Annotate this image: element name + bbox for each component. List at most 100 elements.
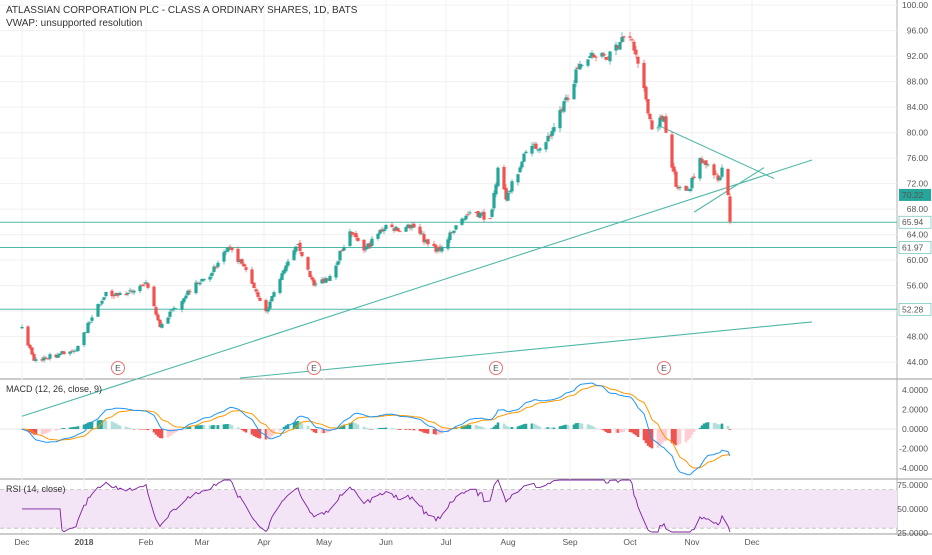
candle-body	[286, 261, 290, 266]
macd-hist-bar	[366, 428, 370, 429]
macd-y-tick-label: 2.0000	[902, 404, 928, 414]
macd-hist-bar	[370, 428, 374, 430]
candle-body	[588, 56, 592, 58]
macd-hist-bar	[726, 425, 730, 429]
candle-body	[530, 145, 534, 154]
earnings-marker-label: E	[311, 363, 317, 373]
macd-hist-bar	[308, 428, 312, 429]
candle-body	[504, 187, 508, 200]
candle-body	[238, 260, 242, 262]
candle-body	[300, 251, 304, 257]
candle-body	[236, 248, 240, 263]
macd-hist-bar	[618, 429, 622, 433]
candle-body	[632, 41, 636, 51]
macd-hist-bar	[622, 429, 626, 432]
candle-body	[446, 239, 450, 249]
candle-body	[496, 167, 500, 187]
macd-hist-bar	[674, 429, 678, 446]
macd-hist-bar	[104, 420, 108, 429]
candle-body	[452, 230, 456, 233]
macd-hist-bar	[322, 429, 326, 434]
candle-body	[284, 265, 288, 272]
candle-body	[604, 56, 608, 60]
macd-y-tick-label: -2.0000	[899, 444, 928, 454]
macd-hist-bar	[524, 423, 528, 429]
macd-hist-bar	[76, 426, 80, 429]
macd-hist-bar	[676, 429, 680, 446]
candle-body	[186, 290, 190, 295]
macd-hist-bar	[466, 424, 470, 429]
x-tick-label: Oct	[623, 537, 637, 547]
candle-body	[564, 97, 568, 101]
macd-hist-bar	[406, 429, 410, 430]
candle-body	[184, 295, 188, 299]
macd-hist-bar	[436, 429, 440, 435]
candle-body	[118, 292, 122, 296]
macd-hist-bar	[394, 428, 398, 430]
candle-body	[268, 301, 272, 309]
macd-hist-bar	[54, 429, 58, 431]
candle-body	[656, 127, 660, 129]
candle-body	[646, 99, 650, 114]
macd-hist-bar	[644, 429, 648, 444]
macd-hist-bar	[606, 429, 610, 434]
macd-hist-bar	[242, 429, 246, 432]
macd-hist-bar	[562, 425, 566, 429]
candle-body	[68, 351, 72, 354]
macd-hist-bar	[126, 427, 130, 429]
macd-hist-bar	[114, 423, 118, 429]
candle-body	[712, 164, 716, 176]
macd-hist-bar	[678, 429, 682, 444]
candle-body	[618, 42, 622, 50]
candle-body	[690, 177, 694, 189]
candle-body	[146, 283, 150, 288]
candle-body	[230, 247, 234, 251]
x-tick-label: 2018	[75, 537, 94, 547]
candle-body	[482, 211, 486, 220]
macd-hist-bar	[642, 429, 646, 441]
candle-body	[548, 135, 552, 137]
macd-hist-bar	[628, 429, 632, 433]
macd-hist-bar	[594, 428, 598, 429]
macd-hist-bar	[82, 424, 86, 429]
macd-hist-bar	[658, 429, 662, 446]
candle-body	[112, 294, 116, 297]
macd-hist-bar	[284, 425, 288, 429]
candle-body	[72, 350, 76, 352]
macd-hist-bar	[440, 429, 444, 434]
last-price-label: 70.22	[902, 190, 924, 200]
macd-y-tick-label: 0.0000	[902, 424, 928, 434]
candle-body	[130, 291, 134, 292]
candle-body	[432, 243, 436, 247]
macd-hist-bar	[534, 424, 538, 429]
candle-body	[240, 259, 244, 264]
candle-body	[476, 211, 480, 217]
candle-body	[410, 225, 414, 229]
candle-body	[54, 354, 58, 358]
macd-hist-bar	[338, 426, 342, 429]
macd-hist-bar	[384, 427, 388, 429]
candle-body	[272, 292, 276, 297]
macd-hist-bar	[614, 429, 618, 433]
macd-hist-bar	[604, 429, 608, 432]
macd-hist-bar	[270, 429, 274, 437]
chart-title: ATLASSIAN CORPORATION PLC - CLASS A ORDI…	[6, 5, 358, 16]
candle-body	[398, 231, 402, 233]
candle-body	[314, 283, 318, 285]
macd-hist-bar	[138, 429, 142, 430]
candle-body	[364, 247, 368, 250]
macd-hist-bar	[550, 427, 554, 429]
candle-body	[56, 354, 60, 358]
x-tick-label: Aug	[500, 537, 515, 547]
x-tick-label: May	[316, 537, 333, 547]
candle-body	[700, 158, 704, 164]
macd-hist-bar	[154, 429, 158, 435]
candle-body	[594, 56, 598, 58]
candle-body	[600, 52, 604, 57]
candle-body	[128, 290, 132, 292]
y-tick-label: 44.00	[907, 357, 929, 367]
candle-body	[208, 276, 212, 280]
macd-hist-bar	[314, 429, 318, 434]
candle-body	[460, 218, 464, 225]
macd-hist-bar	[510, 427, 514, 429]
